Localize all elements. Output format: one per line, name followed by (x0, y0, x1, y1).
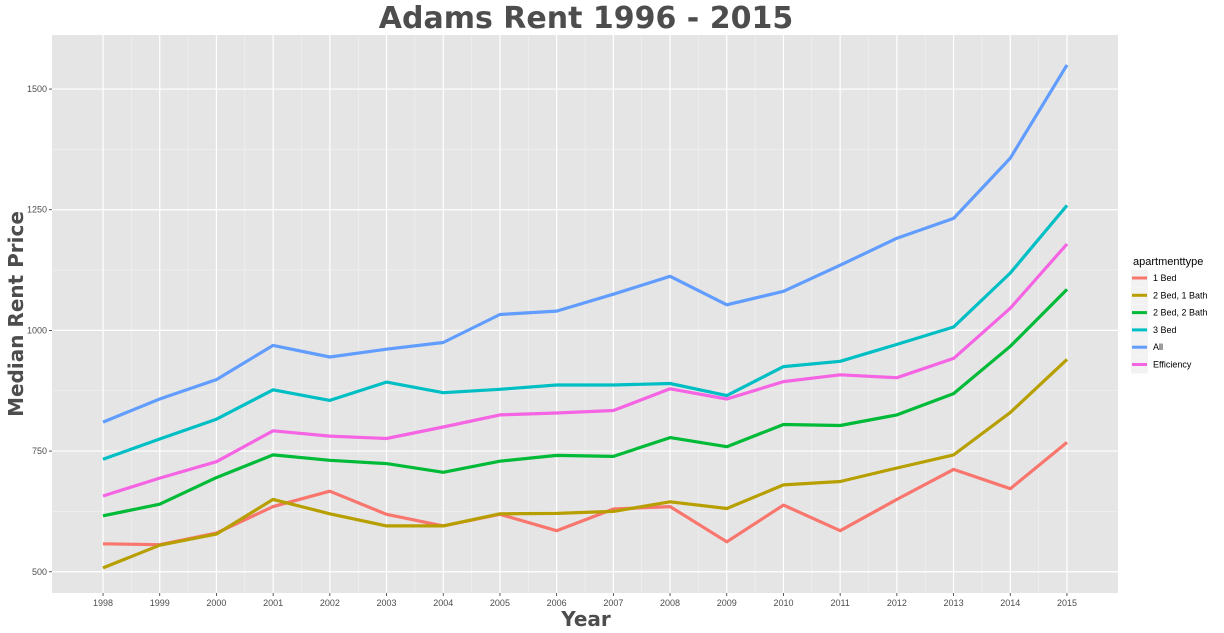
legend: apartmenttype 1 Bed 2 Bed, 1 Bath 2 Bed, 2… (1131, 256, 1208, 374)
legend-label: Efficiency (1153, 360, 1192, 370)
series-line-3-bed (102, 204, 1069, 461)
y-tick-label: 1250 (27, 205, 47, 215)
x-tick-label: 2014 (1000, 598, 1020, 608)
y-tick-label: 500 (32, 567, 47, 577)
y-axis-ticks: 500 750 1000 1250 1500 (27, 84, 52, 577)
x-tick-label: 2015 (1057, 598, 1077, 608)
legend-label: 2 Bed, 2 Bath (1153, 308, 1208, 318)
y-axis-title: Median Rent Price (4, 211, 28, 417)
x-tick-label: 2004 (433, 598, 453, 608)
y-tick-label: 750 (32, 446, 47, 456)
x-tick-label: 1999 (150, 598, 170, 608)
minor-gridlines (52, 35, 1118, 593)
legend-label: 2 Bed, 1 Bath (1153, 290, 1208, 300)
x-tick-label: 1998 (93, 598, 113, 608)
chart-title: Adams Rent 1996 - 2015 (379, 1, 793, 36)
x-tick-label: 2002 (320, 598, 340, 608)
series-lines (102, 64, 1069, 570)
x-tick-label: 2012 (887, 598, 907, 608)
series-line-2-bed-1-bath (102, 358, 1069, 570)
x-tick-label: 2013 (944, 598, 964, 608)
x-tick-label: 2009 (717, 598, 737, 608)
x-tick-label: 2005 (490, 598, 510, 608)
legend-title: apartmenttype (1133, 256, 1203, 268)
x-tick-label: 2010 (773, 598, 793, 608)
series-line-all (102, 64, 1069, 424)
legend-label: 1 Bed (1153, 273, 1177, 283)
x-tick-label: 2001 (263, 598, 283, 608)
legend-label: All (1153, 342, 1163, 352)
x-tick-label: 2003 (377, 598, 397, 608)
x-tick-label: 2008 (660, 598, 680, 608)
x-tick-label: 2011 (830, 598, 849, 608)
x-tick-label: 2000 (206, 598, 226, 608)
y-tick-label: 1500 (27, 84, 47, 94)
x-tick-label: 2006 (547, 598, 567, 608)
y-tick-label: 1000 (27, 325, 47, 335)
series-line-2-bed-2-bath (102, 288, 1069, 518)
legend-label: 3 Bed (1153, 325, 1177, 335)
series-line-1-bed (102, 441, 1069, 547)
x-axis-ticks: 1998 1999 2000 2001 2002 2003 2004 2005 2006 2007… (93, 593, 1077, 608)
series-line-efficiency (102, 242, 1069, 498)
x-tick-label: 2007 (603, 598, 623, 608)
x-axis-title: Year (560, 607, 611, 631)
